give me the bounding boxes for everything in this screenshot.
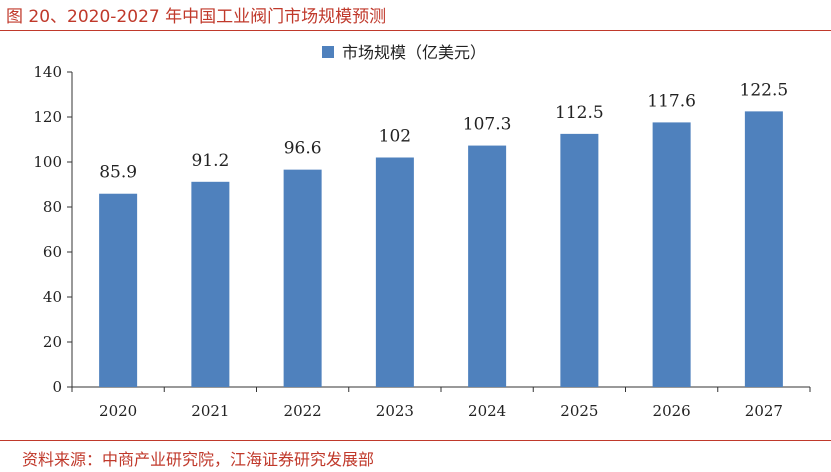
data-label-2025: 112.5 [555,103,604,123]
x-tick-label: 2024 [468,402,506,420]
bar-2026 [652,122,691,388]
bar-2021 [191,181,230,387]
data-label-2027: 122.5 [740,80,789,100]
data-label-2020: 85.9 [99,163,137,183]
y-tick-label: 120 [33,108,62,126]
y-tick-label: 40 [43,288,62,306]
legend: 市场规模（亿美元） [322,43,486,62]
y-tick-label: 80 [43,198,62,216]
source-label: 资料来源： [22,450,103,469]
y-tick-label: 60 [43,243,62,261]
source-note: 资料来源：中商产业研究院，江海证券研究发展部 [22,446,374,470]
y-tick-label: 20 [43,333,62,351]
y-tick-label: 0 [52,378,62,396]
data-label-2021: 91.2 [191,151,229,171]
x-tick-label: 2020 [99,402,137,420]
data-label-2026: 117.6 [647,91,696,111]
data-label-2022: 96.6 [284,139,322,159]
bar-2022 [283,169,322,387]
bars [99,111,783,388]
source-text: 中商产业研究院，江海证券研究发展部 [102,450,375,469]
legend-label: 市场规模（亿美元） [342,43,486,62]
x-tick-label: 2027 [745,402,783,420]
bar-2024 [468,145,507,387]
x-tick-label: 2026 [653,402,691,420]
data-label-2024: 107.3 [463,115,512,135]
bar-2025 [560,133,599,387]
data-label-2023: 102 [379,127,411,147]
x-tick-label: 2022 [284,402,322,420]
bar-2023 [375,157,414,387]
title-rule [0,30,831,31]
y-tick-label: 100 [33,153,62,171]
x-tick-label: 2023 [376,402,414,420]
data-labels: 85.9 91.2 96.6 102 107.3 112.5 117.6 122.5 [99,80,788,182]
axes: 0 20 40 60 80 100 120 140 2020 2021 2022 2023 2024 20… [33,63,811,420]
y-tick-label: 140 [33,63,62,81]
legend-swatch [322,46,334,58]
source-rule [0,440,831,441]
bar-2027 [744,111,783,387]
x-tick-label: 2025 [560,402,598,420]
figure-title: 图 20、2020-2027 年中国工业阀门市场规模预测 [6,7,387,27]
bar-2020 [99,193,138,387]
x-tick-label: 2021 [191,402,229,420]
